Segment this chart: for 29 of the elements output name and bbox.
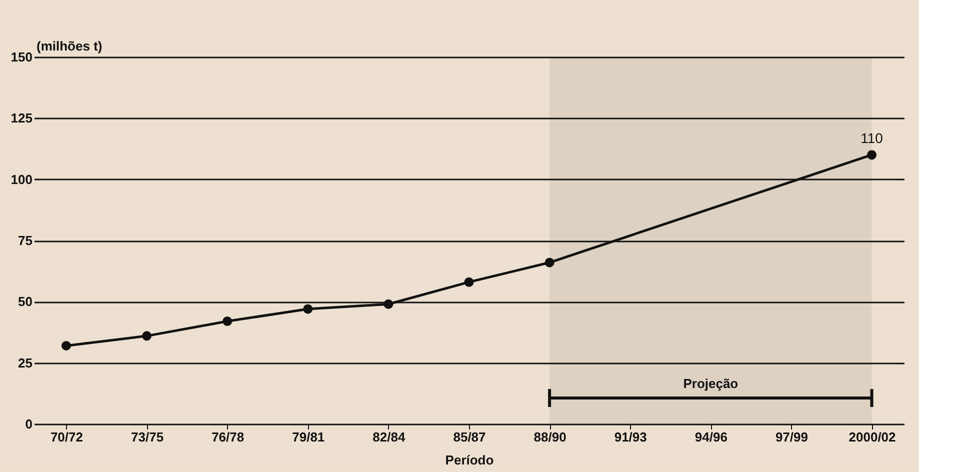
point <box>303 304 313 314</box>
y-tick-label: 75 <box>18 233 32 248</box>
y-tick-label: 150 <box>10 50 32 64</box>
y-tick-label: 25 <box>18 355 32 370</box>
x-tick-label: 91/93 <box>614 430 647 444</box>
x-tick-label: 85/87 <box>453 430 486 444</box>
point <box>544 258 554 268</box>
point <box>142 331 152 341</box>
point <box>222 316 232 326</box>
y-tick-label: 125 <box>10 110 32 126</box>
x-tick-label: 73/75 <box>131 430 164 444</box>
point <box>61 340 71 350</box>
point <box>464 277 474 287</box>
y-tick-label: 100 <box>10 172 32 187</box>
band-label: Projeção <box>683 376 738 391</box>
x-tick-label: 76/78 <box>212 430 244 444</box>
x-tick-label: 70/72 <box>50 430 83 444</box>
x-axis-title: Período <box>445 452 494 468</box>
y-axis-title: (milhões t) <box>36 38 102 54</box>
data-label: 110 <box>860 130 884 146</box>
x-tick-label: 2000/02 <box>848 430 896 444</box>
x-tick-label: 94/96 <box>694 430 728 444</box>
x-tick-label: 79/81 <box>292 430 325 444</box>
x-tick-label: 88/90 <box>534 430 566 444</box>
y-tick-label: 50 <box>18 294 32 310</box>
y-tick-label: 0 <box>25 416 32 432</box>
x-tick-label: 97/99 <box>775 430 808 444</box>
point <box>384 299 394 309</box>
x-tick-label: 82/84 <box>372 430 406 444</box>
